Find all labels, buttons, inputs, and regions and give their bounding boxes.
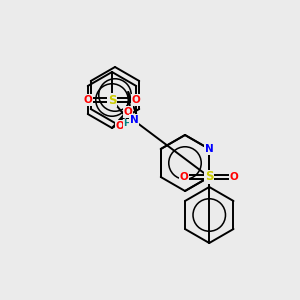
Text: O: O [116, 121, 124, 131]
Text: S: S [205, 170, 214, 184]
Text: H: H [123, 119, 131, 128]
Text: O: O [84, 95, 92, 105]
Text: O: O [230, 172, 239, 182]
Text: S: S [108, 94, 116, 106]
Text: N: N [130, 115, 138, 125]
Text: O: O [180, 172, 189, 182]
Text: N: N [205, 144, 214, 154]
Text: O: O [124, 107, 133, 117]
Text: O: O [132, 95, 140, 105]
